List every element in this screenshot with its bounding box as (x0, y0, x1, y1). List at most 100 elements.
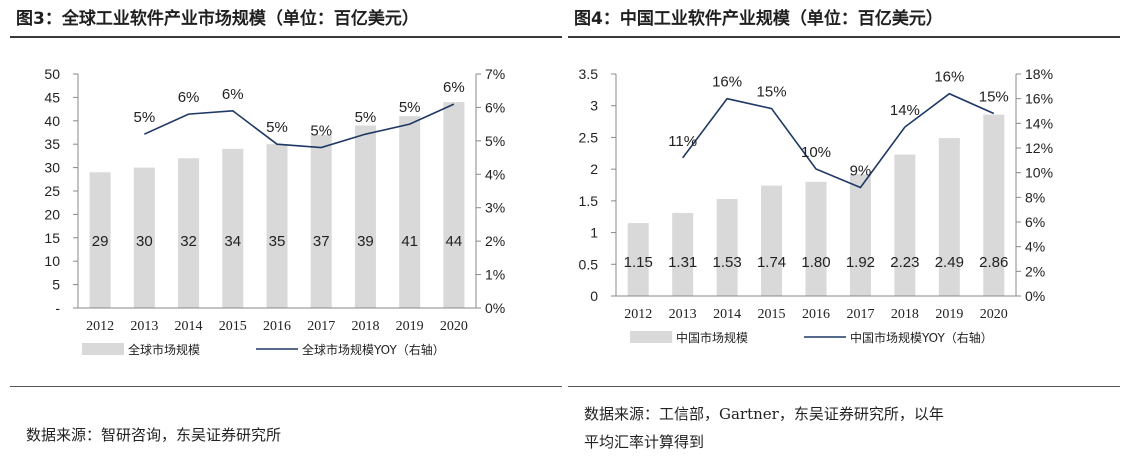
left-axis-tick-label: 0.5 (579, 256, 599, 272)
yoy-value-label-2014: 16% (712, 74, 742, 91)
yoy-line (144, 103, 455, 149)
yoy-line (682, 92, 995, 189)
left-axis-tick-label: 50 (44, 66, 60, 82)
left-source-note: 数据来源：智研咨询，东吴证券研究所 (26, 426, 282, 444)
right-source-line-1: 数据来源：工信部，Gartner，东吴证券研究所，以年 (584, 405, 944, 423)
right-axis-tick-label: 2% (485, 233, 505, 249)
x-axis-tick-label-2019: 2019 (935, 307, 963, 322)
yoy-value-label-2018: 14% (890, 102, 920, 119)
left-axis-tick-label: 2.5 (579, 129, 599, 145)
left-axis-tick-label: 30 (44, 160, 60, 176)
right-axis-tick-label: 4% (485, 166, 505, 182)
bar-value-label-2012: 29 (92, 233, 109, 250)
yoy-value-label-2017: 9% (850, 162, 872, 179)
bar-value-label-2018: 39 (357, 233, 374, 250)
x-axis-tick-label-2013: 2013 (669, 307, 697, 322)
x-axis-tick-label-2014: 2014 (713, 307, 741, 322)
right-figure-panel: 图4：中国工业软件产业规模（单位：百亿美元） 0 0.5 1 1.5 2 2.5 3 3.5 0… (568, 0, 1120, 470)
right-axis-tick-label: 4% (1025, 239, 1045, 255)
x-axis-tick-label-2018: 2018 (351, 319, 379, 334)
bar-2017 (310, 134, 332, 308)
right-axis-tick-label: 1% (485, 267, 505, 283)
x-axis-tick-label-2020: 2020 (440, 319, 468, 334)
yoy-value-label-2014: 6% (178, 89, 200, 106)
left-title-rule (10, 36, 562, 38)
bar-value-label-2017: 1.92 (846, 254, 875, 271)
left-axis-tick-label: 3 (590, 98, 598, 114)
bar-value-label-2020: 44 (446, 233, 463, 250)
bar-value-label-2013: 1.31 (668, 254, 697, 271)
right-axis-tick-label: 16% (1025, 91, 1053, 107)
bar-2019 (399, 116, 421, 309)
left-axis-tick-label: 1.5 (579, 193, 599, 209)
x-axis-tick-label-2012: 2012 (86, 319, 114, 334)
left-axis-tick-label: 2 (590, 161, 598, 177)
bar-value-label-2016: 1.80 (801, 254, 830, 271)
x-axis-tick-label-2014: 2014 (175, 319, 203, 334)
right-axis-tick-label: 0% (1025, 288, 1045, 304)
left-axis-tick-label: 15 (44, 230, 60, 246)
bar-2012 (627, 223, 649, 296)
yoy-value-label-2015: 15% (757, 84, 787, 101)
bar-2015 (222, 148, 244, 308)
left-axis-tick-label: 20 (44, 206, 60, 222)
bar-2012 (89, 172, 111, 308)
right-axis-tick-label: 2% (1025, 263, 1045, 279)
x-axis-tick-label-2017: 2017 (307, 319, 335, 334)
bar-value-label-2014: 32 (180, 233, 197, 250)
yoy-value-label-2020: 15% (979, 88, 1009, 105)
yoy-value-label-2018: 5% (355, 109, 377, 126)
bar-value-label-2020: 2.86 (979, 254, 1008, 271)
left-axis-tick-label: 1 (590, 225, 598, 241)
x-axis-tick-label-2018: 2018 (891, 307, 919, 322)
right-axis-tick-label: 18% (1025, 66, 1053, 82)
x-axis-tick-label-2012: 2012 (624, 307, 652, 322)
yoy-value-label-2016: 10% (801, 144, 831, 161)
yoy-value-label-2013: 11% (668, 133, 697, 150)
legend-line-label: 中国市场规模YOY（右轴） (850, 330, 993, 345)
bar-2014 (716, 198, 738, 296)
bar-value-label-2012: 1.15 (624, 254, 653, 271)
right-axis-tick-label: 10% (1025, 165, 1053, 181)
right-axis-tick-label: 0% (485, 300, 505, 316)
bar-2020 (983, 114, 1005, 296)
left-axis-tick-label: 35 (44, 136, 60, 152)
left-figure-panel: 图3：全球工业软件产业市场规模（单位：百亿美元） - 5 10 15 20 25 30 35 4… (10, 0, 562, 470)
bar-2019 (938, 138, 960, 296)
yoy-value-label-2020: 6% (443, 79, 465, 96)
x-axis-tick-label-2017: 2017 (846, 307, 874, 322)
yoy-value-label-2015: 6% (222, 86, 244, 103)
x-axis-tick-label-2015: 2015 (758, 307, 786, 322)
bar-2016 (805, 181, 827, 296)
bar-2017 (849, 174, 871, 296)
legend-line-label: 全球市场规模YOY（右轴） (302, 342, 445, 357)
bar-value-label-2017: 37 (313, 233, 330, 250)
x-axis-tick-label-2016: 2016 (802, 307, 830, 322)
right-axis-tick-label: 6% (1025, 214, 1045, 230)
x-axis-tick-label-2020: 2020 (980, 307, 1008, 322)
bar-2013 (133, 167, 155, 308)
left-axis-tick-label: 5 (52, 277, 60, 293)
left-axis-tick-label: 10 (44, 253, 60, 269)
right-axis-tick-label: 14% (1025, 115, 1053, 131)
left-axis-tick-label: - (55, 300, 60, 316)
x-axis-tick-label-2013: 2013 (130, 319, 158, 334)
right-axis-tick-label: 8% (1025, 189, 1045, 205)
left-axis-tick-label: 0 (590, 288, 598, 304)
global-market-chart: - 5 10 15 20 25 30 35 40 45 50 0% 1% 2% 3% 4% 5% 6% 7% 29 30… (44, 66, 505, 357)
bar-value-label-2019: 2.49 (935, 254, 964, 271)
right-title-rule (568, 36, 1120, 38)
bar-value-label-2016: 35 (269, 233, 286, 250)
left-chart-bottom-rule (10, 386, 562, 387)
left-axis-tick-label: 40 (44, 113, 60, 129)
bar-2015 (761, 185, 783, 296)
left-axis-tick-label: 3.5 (579, 66, 599, 82)
yoy-value-label-2013: 5% (133, 109, 155, 126)
china-market-chart: 0 0.5 1 1.5 2 2.5 3 3.5 0% 2% 4% 6% 8% 10% 12% 14% 16% 18… (579, 66, 1054, 345)
right-axis-tick-label: 5% (485, 133, 505, 149)
bar-2014 (178, 158, 200, 308)
bar-2016 (266, 144, 288, 308)
right-figure-title: 图4：中国工业软件产业规模（单位：百亿美元） (574, 9, 943, 29)
yoy-value-label-2016: 5% (266, 119, 288, 136)
legend-bar-label: 中国市场规模 (676, 330, 748, 345)
